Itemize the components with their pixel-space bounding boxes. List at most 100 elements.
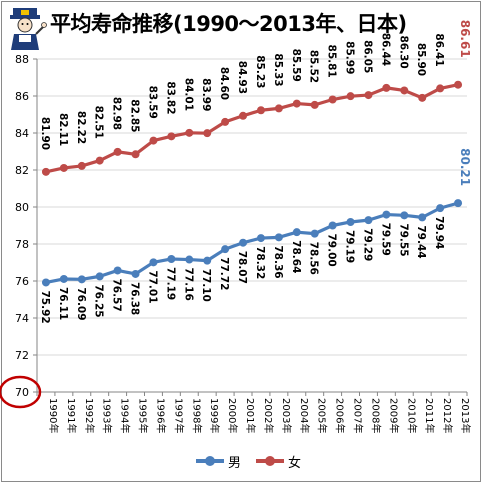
x-tick-label: 2010年 [405,398,418,433]
data-label-female: 85.33 [272,53,284,86]
data-point-male [203,256,212,265]
y-tick-label: 76 [15,275,29,288]
series-line-male [45,201,459,285]
x-tick-label: 2005年 [316,398,329,433]
y-tick-label: 74 [15,312,29,325]
x-tick-label: 1990年 [47,398,60,433]
data-label-male: 76.38 [129,282,141,315]
data-point-female [95,156,104,165]
x-tick-label: 2006年 [334,398,347,433]
data-label-female: 84.93 [236,61,248,94]
data-label-male: 80.21 [458,148,472,186]
data-label-male: 77.01 [146,270,158,303]
x-tick-label: 2003年 [280,398,293,433]
data-label-male: 79.55 [397,223,409,256]
data-label-female: 84.60 [218,67,230,100]
data-label-male: 76.11 [57,287,69,320]
y-tick-label: 80 [15,201,29,214]
data-label-female: 86.30 [397,35,409,68]
data-label-male: 78.07 [236,251,248,284]
y-tick-label: 70 [15,386,29,399]
data-label-female: 85.90 [415,43,427,76]
legend-item-male: 男 [196,450,241,472]
legend-label-male: 男 [228,455,242,471]
data-label-female: 83.99 [200,78,212,111]
x-tick-label: 1994年 [119,398,132,433]
data-point-male [346,217,355,226]
legend-marker-male [196,456,224,466]
data-label-female: 83.59 [146,86,158,119]
data-label-male: 79.94 [433,216,445,249]
legend: 男 女 [0,450,484,472]
data-point-male [292,228,301,237]
data-point-female [203,129,212,138]
data-point-male [77,275,86,284]
data-label-female: 86.61 [458,20,472,58]
data-label-female: 85.52 [308,50,320,83]
data-point-male [418,213,427,222]
data-label-male: 77.19 [164,267,176,300]
mascot-logo [10,8,47,50]
data-label-male: 79.00 [326,234,338,267]
legend-item-female: 女 [256,450,301,472]
legend-marker-female [256,456,284,466]
data-label-female: 86.44 [379,33,391,66]
x-tick-label: 2009年 [387,398,400,433]
data-point-female [131,150,140,159]
x-tick-label: 2011年 [423,398,436,433]
x-tick-label: 2000年 [226,398,239,433]
y-tick-label: 86 [15,90,29,103]
data-label-male: 79.19 [344,230,356,263]
data-label-female: 82.98 [111,97,123,130]
data-point-female [310,100,319,109]
data-label-female: 82.22 [75,111,87,144]
data-point-male [95,272,104,281]
data-point-male [41,278,50,287]
data-label-female: 85.99 [344,41,356,74]
y-tick-label: 84 [15,127,29,140]
data-label-male: 78.64 [290,240,302,273]
data-label-female: 82.11 [57,113,69,146]
data-point-female [454,80,463,89]
data-point-female [328,95,337,104]
data-label-male: 79.59 [379,223,391,256]
data-label-female: 85.23 [254,55,266,88]
data-point-male [185,255,194,264]
data-point-female [346,92,355,101]
data-label-male: 77.16 [182,268,194,301]
data-label-male: 79.44 [415,225,427,258]
highlight-circle [0,375,42,409]
data-label-male: 78.56 [308,242,320,275]
data-label-female: 82.85 [129,99,141,132]
data-point-female [221,117,230,126]
data-point-male [436,204,445,213]
data-point-male [328,221,337,230]
data-point-male [310,229,319,238]
y-tick-label: 78 [15,238,29,251]
data-point-male [382,210,391,219]
line-chart: 70 72 74 76 78 80 82 84 86 88 1990年 1991年 1992年 1993年… [0,20,472,433]
data-point-male [167,254,176,263]
data-point-female [41,167,50,176]
x-tick-label: 1993年 [101,398,114,433]
data-label-female: 82.51 [93,106,105,139]
data-point-male [239,238,248,247]
data-point-male [113,266,122,275]
data-label-male: 78.36 [272,245,284,278]
data-point-male [400,211,409,220]
data-label-female: 86.41 [433,33,445,66]
x-tick-label: 1991年 [65,398,78,433]
data-label-male: 75.92 [39,290,51,323]
data-point-female [256,106,265,115]
data-label-female: 83.82 [164,81,176,114]
x-tick-label: 1999年 [208,398,221,433]
x-tick-label: 2007年 [352,398,365,433]
x-tick-label: 1995年 [137,398,150,433]
data-label-female: 85.81 [326,45,338,78]
data-point-female [364,91,373,100]
x-tick-label: 2004年 [298,398,311,433]
data-point-female [382,83,391,92]
chart-title: 平均寿命推移(1990～2013年、日本) [50,12,407,36]
legend-label-female: 女 [288,455,302,471]
data-point-male [149,258,158,267]
